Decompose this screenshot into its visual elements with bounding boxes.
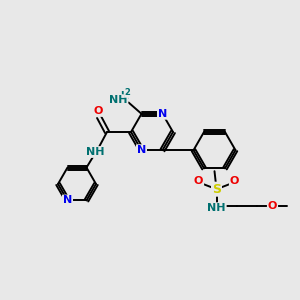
Text: H: H: [120, 91, 129, 101]
Text: O: O: [194, 176, 203, 186]
Text: N: N: [115, 97, 124, 107]
Text: 2: 2: [124, 88, 130, 97]
Text: O: O: [230, 176, 239, 186]
Text: N: N: [63, 196, 72, 206]
Text: NH: NH: [86, 147, 104, 157]
Text: NH: NH: [207, 203, 226, 213]
Text: O: O: [93, 106, 103, 116]
Text: O: O: [268, 201, 277, 211]
Text: S: S: [212, 183, 221, 196]
Text: N: N: [137, 145, 146, 155]
Text: N: N: [158, 109, 167, 119]
Text: NH: NH: [109, 95, 128, 105]
